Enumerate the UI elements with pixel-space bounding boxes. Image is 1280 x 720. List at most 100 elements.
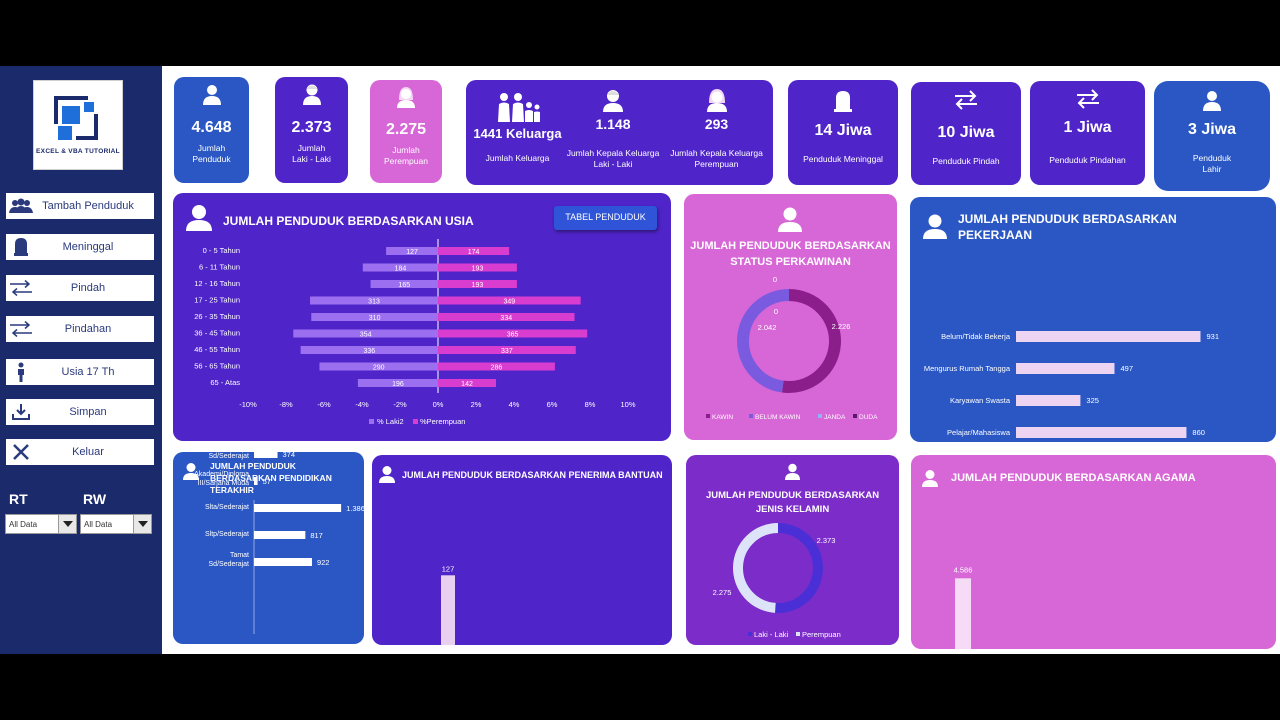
kpi-moved-out: 10 Jiwa Penduduk Pindah (911, 82, 1021, 185)
marital-legend-swatch (706, 414, 710, 418)
panel-aid: JUMLAH PENDUDUK BERDASARKAN PENERIMA BAN… (372, 455, 672, 645)
age-category-label: 12 - 16 Tahun (194, 279, 240, 288)
kpi-total-population: 4.648 Jumlah Penduduk (174, 77, 249, 183)
kpi-died-label: Penduduk Meninggal (803, 154, 883, 164)
panel-age-title: JUMLAH PENDUDUK BERDASARKAN USIA (223, 214, 474, 228)
marital-legend-label: JANDA (824, 414, 846, 421)
kpi-total-label: Jumlah Penduduk (192, 143, 231, 164)
age-value-male: 290 (373, 365, 385, 372)
kpi-moved-out-value: 10 Jiwa (937, 124, 995, 141)
marital-slice (737, 289, 790, 393)
age-x-tick: 6% (547, 400, 558, 409)
person-icon (1154, 89, 1270, 111)
age-legend-swatch-female (413, 419, 418, 424)
gender-legend-label: Perempuan (802, 630, 841, 639)
kpi-born: 3 Jiwa Penduduk Lahir (1154, 81, 1270, 191)
transfer-icon (1030, 89, 1145, 109)
kpi-moved-in: 1 Jiwa Penduduk Pindahan (1030, 81, 1145, 185)
education-bar (254, 504, 342, 512)
panel-gender-title: JUMLAH PENDUDUK BERDASARKAN JENIS KELAMI… (705, 490, 880, 515)
age-legend-swatch-male (369, 419, 374, 424)
sidebar-button-label: Keluar (72, 446, 104, 458)
dashboard-main: 4.648 Jumlah Penduduk 2.373 Jumlah Laki … (162, 66, 1280, 654)
sidebar-button-pindahan[interactable]: Pindahan (6, 316, 154, 342)
education-category-label: Tamat Sd/Sederajat (209, 552, 250, 568)
age-value-male: 184 (395, 266, 407, 273)
age-x-tick: -6% (317, 400, 331, 409)
age-value-male: 165 (398, 282, 410, 289)
age-value-female: 193 (472, 282, 484, 289)
gender-legend-label: Laki - Laki (754, 630, 789, 639)
person-icon (6, 362, 36, 382)
panel-gender: JUMLAH PENDUDUK BERDASARKAN JENIS KELAMI… (686, 455, 899, 645)
age-value-female: 349 (503, 299, 515, 306)
sidebar-button-keluar[interactable]: Keluar (6, 439, 154, 465)
person-icon (921, 469, 939, 492)
age-bar-female (438, 296, 581, 305)
gender-value-label: 2.373 (817, 536, 836, 545)
job-value-label: 931 (1207, 332, 1220, 341)
sidebar-button-pindah[interactable]: Pindah (6, 275, 154, 301)
rw-filter-select[interactable]: All Data (80, 514, 152, 534)
age-category-label: 6 - 11 Tahun (199, 263, 240, 272)
age-value-male: 196 (392, 381, 404, 388)
age-bar-female (438, 362, 555, 371)
aid-value-label: 127 (442, 564, 455, 573)
kpi-female-population: 2.275 Jumlah Perempuan (370, 80, 442, 183)
panel-marital-title: JUMLAH PENDUDUK BERDASARKAN STATUS PERKA… (690, 240, 891, 268)
marital-legend-swatch (853, 414, 857, 418)
sidebar-button-simpan[interactable]: Simpan (6, 399, 154, 425)
man-icon (275, 83, 348, 105)
kpi-families: 1441 Keluarga Jumlah Keluarga (470, 80, 565, 164)
marital-legend-swatch (818, 414, 822, 418)
panel-aid-title: JUMLAH PENDUDUK BERDASARKAN PENERIMA BAN… (402, 470, 663, 480)
age-bar-male (386, 247, 438, 255)
age-category-label: 0 - 5 Tahun (203, 246, 240, 255)
marital-chart: 2.226 2.042 0 0 KAWIN BELUM KAWIN JANDA DUDA (706, 275, 878, 421)
gender-slice (775, 523, 823, 613)
age-category-label: 36 - 45 Tahun (194, 329, 240, 338)
age-bar-male (362, 263, 438, 272)
tabel-penduduk-button[interactable]: TABEL PENDUDUK (554, 206, 657, 230)
age-value-female: 142 (461, 381, 473, 388)
kpi-female-head-value: 293 (704, 116, 729, 132)
panel-education: JUMLAH PENDUDUK BERDASARKAN PENDIDIKAN T… (173, 452, 364, 644)
job-category-label: Mengurus Rumah Tangga (924, 364, 1011, 373)
job-chart: Belum/Tidak Bekerja 931 Mengurus Rumah Tan… (924, 331, 1220, 438)
sidebar-button-tambah-penduduk[interactable]: Tambah Penduduk (6, 193, 154, 219)
kpi-moved-in-label: Penduduk Pindahan (1049, 155, 1126, 165)
chevron-down-icon[interactable] (133, 515, 151, 533)
kpi-family-group: 1441 Keluarga Jumlah Keluarga 1.148 Juml… (466, 80, 773, 185)
education-category-label: Akademi/Diploma III/Sarjana Muda (194, 471, 249, 487)
age-bar-male (300, 346, 438, 354)
rw-filter-label: RW (83, 491, 107, 507)
panel-education-title: JUMLAH PENDUDUK BERDASARKAN PENDIDIKAN T… (210, 461, 332, 495)
age-bar-male (311, 313, 438, 321)
education-bar (254, 477, 258, 485)
age-bar-male (293, 329, 438, 338)
gender-slice (733, 523, 779, 613)
gender-value-label: 2.275 (713, 588, 732, 597)
rt-filter-select[interactable]: All Data (5, 514, 77, 534)
sidebar-button-meninggal[interactable]: Meninggal (6, 234, 154, 260)
marital-legend-swatch (749, 414, 753, 418)
sidebar: EXCEL & VBA TUTORIAL Tambah Penduduk Meni… (0, 66, 162, 654)
education-value-label: 57 (263, 477, 271, 486)
sidebar-button-label: Usia 17 Th (61, 366, 115, 378)
kpi-families-label: Jumlah Keluarga (485, 153, 550, 163)
chevron-down-icon[interactable] (58, 515, 76, 533)
education-category-label: Sltp/Sederajat (205, 531, 249, 538)
person-icon (777, 206, 803, 237)
age-bar-male (319, 362, 438, 371)
age-value-female: 193 (472, 266, 484, 273)
sidebar-button-usia-17-th[interactable]: Usia 17 Th (6, 359, 154, 385)
kpi-male-label: Jumlah Laki - Laki (292, 143, 331, 164)
age-category-label: 56 - 65 Tahun (194, 362, 240, 371)
age-legend-male: % Laki2 (377, 417, 404, 426)
woman-icon (370, 86, 442, 108)
group-icon (6, 198, 36, 214)
kpi-families-value: 1441 Keluarga (473, 126, 562, 141)
age-value-male: 354 (360, 332, 372, 339)
rt-filter-value: All Data (9, 519, 38, 529)
